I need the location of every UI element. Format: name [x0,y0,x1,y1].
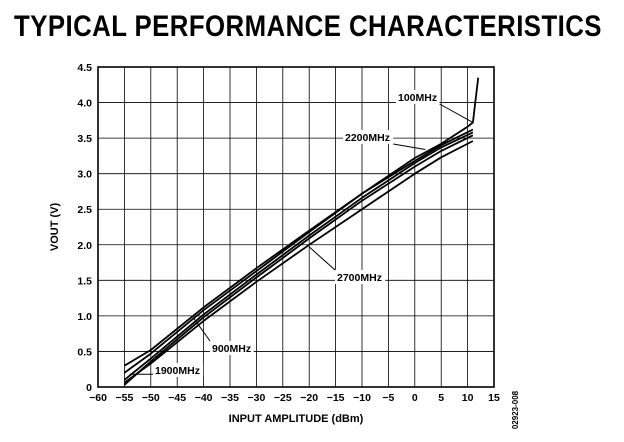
annotation-bg [343,130,394,144]
y-tick-label: 2.5 [77,204,92,216]
series-line-900mhz [123,131,474,381]
x-tick-label: 15 [488,392,500,404]
x-tick-label: −40 [195,392,213,404]
x-tick-label: 10 [462,392,474,404]
annotation-leader [439,103,474,123]
annotation-leader [192,317,211,342]
y-tick-label: 2.0 [77,240,92,252]
y-tick-label: 1.0 [77,311,92,323]
y-tick-label: 3.0 [77,169,92,181]
x-tick-label: −5 [382,392,394,404]
annotation-bg [210,341,254,355]
series-line-2700mhz [123,140,474,384]
y-tick-label: 3.5 [77,133,92,145]
x-tick-label: 5 [438,392,444,404]
x-axis-label: INPUT AMPLITUDE (dBm) [229,413,364,425]
series-line-1900mhz [123,134,474,386]
y-axis-label: VOUT (V) [49,203,61,252]
plot-frame [97,66,495,388]
y-tick-labels: 0 0.5 1.0 1.5 2.0 2.5 3.0 3.5 4.0 4.5 [77,62,92,394]
y-tick-label: 4.5 [77,62,92,74]
annotations: 100MHz 2200MHz 2700MHz 900MHz 1900MHz [129,90,474,377]
figure-id: 02923-008 [511,390,520,429]
annotation-2700mhz: 2700MHz [337,272,382,284]
y-tick-label: 4.0 [77,98,92,110]
x-tick-label: −35 [221,392,239,404]
y-tick-label: 0 [86,382,92,394]
annotation-1900mhz: 1900MHz [155,365,200,377]
series-lines [123,77,480,386]
annotation-bg [153,363,204,377]
annotation-leader [308,246,336,271]
grid-lines [98,67,494,387]
x-tick-label: −60 [89,392,107,404]
annotation-bg [335,270,386,284]
x-tick-label: −50 [142,392,160,404]
x-tick-label: −45 [168,392,186,404]
series-line-2200mhz [123,128,474,367]
x-tick-label: 0 [412,392,418,404]
annotation-100mhz: 100MHz [398,92,437,104]
y-tick-label: 0.5 [77,346,92,358]
x-tick-label: −55 [115,392,133,404]
x-tick-labels: −60 −55 −50 −45 −40 −35 −30 −25 −20 −15 −10 −5 0 5 10 1… [89,392,500,404]
x-tick-label: −15 [327,392,345,404]
x-tick-label: −10 [353,392,371,404]
x-tick-label: −25 [274,392,292,404]
annotation-900mhz: 900MHz [212,343,251,355]
y-tick-label: 1.5 [77,275,92,287]
page-heading: TYPICAL PERFORMANCE CHARACTERISTICS [14,10,602,43]
annotation-2200mhz: 2200MHz [345,132,390,144]
annotation-leader [393,143,426,150]
x-tick-label: −20 [300,392,318,404]
annotation-bg [396,90,440,104]
x-tick-label: −30 [247,392,265,404]
